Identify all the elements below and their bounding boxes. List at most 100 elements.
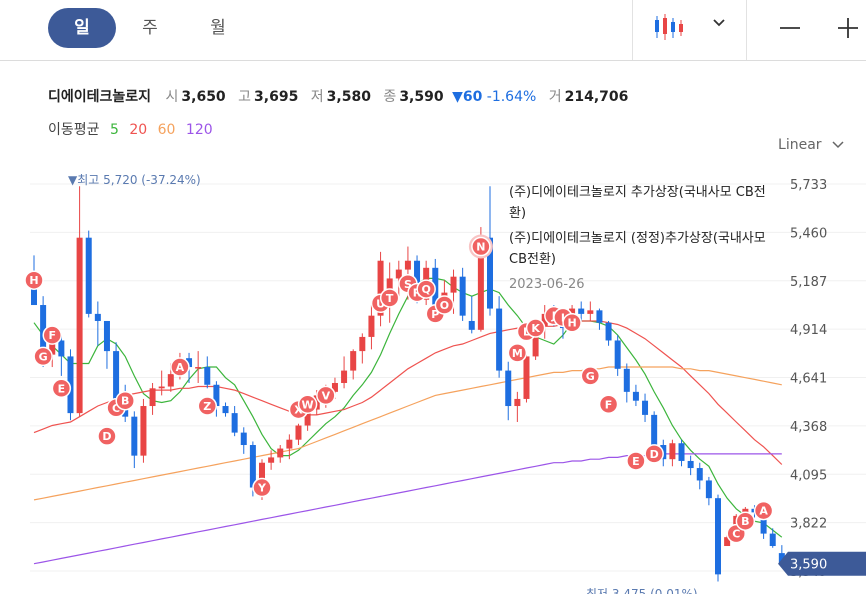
candle-body [541,313,548,327]
candle-body [331,382,338,392]
candle-body [222,406,229,414]
event-marker [115,390,135,411]
event-marker-label: V [322,389,331,402]
ma20-line [33,320,783,465]
candle-body [404,260,411,270]
stock-info: 디에이테크놀로지 시 3,650 고 3,695 저 3,580 종 3,590 ▼60… [48,86,636,106]
event-marker [170,357,190,377]
tooltip-line: (주)디에이테크놀로지 추가상장(국내사모 CB전환) [509,185,766,221]
candle-body [76,237,83,414]
event-marker-label: H [567,317,576,330]
candle-body [450,276,457,293]
candle-body [632,391,639,401]
event-marker [297,394,318,415]
ma20-label: 20 [129,122,148,138]
minus-icon [780,27,800,29]
event-marker-label: A [759,505,768,518]
candle-body [213,384,220,407]
open-label: 시 [165,89,179,105]
change-value: ▼60 [452,89,483,105]
candle-body [514,398,521,407]
candle-body [85,237,92,314]
candle-body [268,457,275,463]
open-value: 3,650 [181,89,226,105]
tooltip-date: 2023-06-26 [509,277,585,292]
event-marker [316,385,336,406]
candle-body [477,237,484,330]
candle-body [94,313,101,321]
toolbar-divider [746,0,747,60]
scale-label: Linear [778,137,822,153]
event-marker-label: Q [421,283,430,296]
event-marker [197,396,218,416]
tab-month[interactable]: 월 [184,8,252,48]
candle-body [532,326,539,357]
event-marker [598,394,619,415]
candle-body [715,498,721,575]
y-tick-label: 4,095 [790,468,827,483]
event-marker [252,477,272,498]
candle-body [350,351,357,371]
candle-body [778,553,785,564]
volume-value: 214,706 [564,89,629,105]
event-marker-label: G [586,370,595,383]
candle-body [304,409,311,426]
y-tick-label: 5,187 [790,275,827,290]
event-marker-label: E [58,382,66,395]
event-marker-label: D [650,448,659,461]
candle-body [642,400,649,415]
last-price-label: 3,590 [790,558,827,573]
event-marker-label: X [294,404,303,417]
candle-body [386,278,393,297]
tab-day-label: 일 [74,18,90,38]
low-annotation: 최저 3,475 (0.01%) [586,587,698,594]
close-value: 3,590 [399,89,444,105]
event-marker [471,236,491,257]
candle-body [678,443,685,461]
candle-body [240,432,247,446]
candle-body [705,480,712,499]
event-marker [51,378,72,399]
high-annotation: ▼최고 5,720 (-37.24%) [68,173,201,187]
candle-body [195,367,202,369]
event-marker-label: P [431,308,439,321]
candle-body [140,406,147,456]
chevron-down-icon [832,141,844,149]
candle-body [523,356,530,399]
event-marker [735,511,756,531]
candle-body [186,358,193,368]
low-value: 3,580 [326,89,371,105]
event-marker [379,288,400,308]
chart-type-button[interactable] [645,8,735,48]
candle-body [587,310,594,314]
candle-body [359,336,366,352]
tab-week-label: 주 [142,18,158,38]
scale-selector[interactable]: Linear [778,137,844,153]
candle-body [605,322,612,341]
candle-body [760,512,767,534]
event-marker-label: W [302,398,314,411]
candle-body [295,425,302,440]
zoom-out-button[interactable] [770,8,810,48]
candle-body [131,416,138,456]
ma120-line [33,453,782,565]
candle-body [769,533,776,547]
zoom-in-button[interactable] [828,8,866,48]
event-marker [42,325,62,345]
candle-body [687,460,694,469]
event-marker-label: I [561,311,565,324]
candle-body [651,414,658,446]
tab-week[interactable]: 주 [116,8,184,48]
candle-body [67,356,74,414]
event-marker-label: M [512,347,523,360]
tab-day[interactable]: 일 [48,8,116,48]
volume-label: 거 [548,89,562,105]
close-label: 종 [383,89,397,105]
candle-body [596,310,603,323]
high-value: 3,695 [254,89,299,105]
candle-body [277,448,284,458]
event-marker [580,366,601,386]
event-tooltip: (주)디에이테크놀로지 추가상장(국내사모 CB전환) (주)디에이테크놀로지 … [509,182,769,295]
event-marker-label: L [523,326,530,339]
